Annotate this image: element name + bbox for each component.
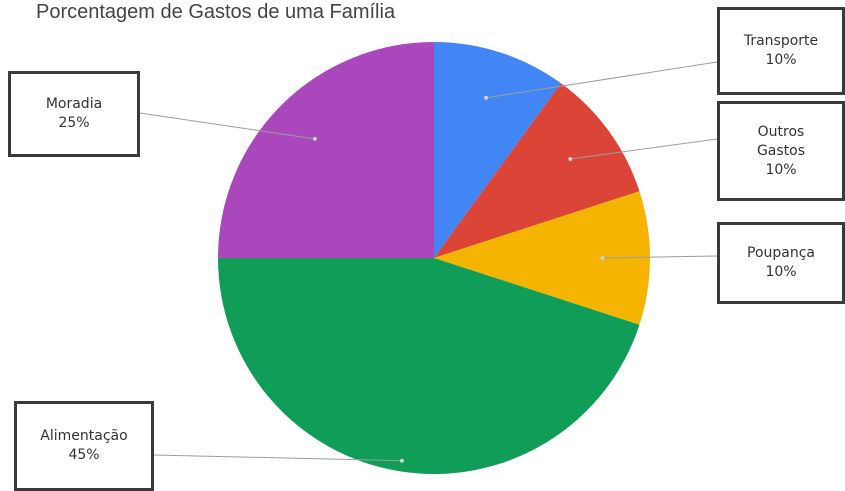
leader-lines [139,61,718,463]
leader-line-alimenta-o [153,454,402,462]
leader-line-outros-gastos [570,138,718,160]
pie-slices [218,42,651,475]
callout-outros-gastos: Outros Gastos 10% [717,101,845,201]
callout-transporte-label: Transporte [743,33,819,49]
callout-poupanca: Poupança 10% [717,222,845,304]
callout-outros-value: 10% [765,161,797,178]
pie-chart [139,42,718,475]
callout-transporte-value: 10% [765,52,797,68]
callout-poupanca-label: Poupança [747,245,815,261]
pie-slice-poupan-a [434,191,651,325]
pie-slice-transporte [434,42,561,258]
callout-moradia: Moradia 25% [8,71,140,157]
pie-slice-moradia [218,42,434,258]
leader-dot-moradia [312,136,317,141]
callout-alimentacao: Alimentação 45% [14,401,154,491]
leader-dot-transporte [484,95,489,100]
callout-moradia-value: 25% [58,115,90,131]
callout-outros-label-line2: Gastos [756,142,806,159]
leader-line-moradia [139,112,315,140]
callout-moradia-label: Moradia [45,96,103,112]
callout-alimentacao-value: 45% [68,447,100,463]
leader-dot-outros-gastos [568,157,573,161]
leader-line-transporte [486,61,718,99]
leader-dot-poupan-a [600,256,605,260]
leader-dot-alimenta-o [399,458,404,463]
callout-alimentacao-label: Alimentação [40,428,128,444]
pie-slice-alimenta-o [218,258,640,475]
callout-outros-label-line1: Outros [757,123,805,140]
callout-transporte: Transporte 10% [717,7,845,95]
callout-poupanca-value: 10% [765,264,797,280]
pie-slice-outros-gastos [434,83,640,258]
leader-line-poupan-a [602,255,718,259]
chart-title: Porcentagem de Gastos de uma Família [36,1,396,23]
